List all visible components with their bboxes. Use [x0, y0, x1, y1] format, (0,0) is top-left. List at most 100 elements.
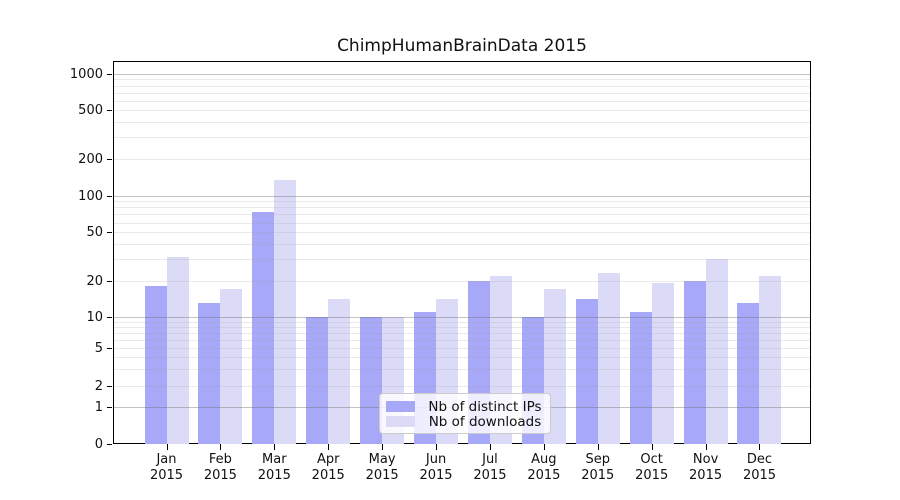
bar-distinct-ips-sep: [575, 299, 598, 444]
x-tick-label-sep: Sep 2015: [581, 452, 615, 483]
gridline-50: [114, 232, 810, 234]
legend: Nb of distinct IPs Nb of downloads: [379, 393, 551, 434]
y-tick-label-0: 0: [94, 437, 103, 452]
gridline-500: [114, 110, 810, 112]
y-tick-200: [107, 158, 112, 160]
bar-distinct-ips-apr: [306, 317, 329, 444]
y-tick-label-10: 10: [86, 310, 103, 326]
x-tick-label-feb: Feb 2015: [203, 452, 237, 483]
y-tick-20: [107, 280, 112, 282]
bar-distinct-ips-jan: [144, 286, 167, 444]
bar-distinct-ips-may: [360, 317, 383, 444]
x-tick-label-jul: Jul 2015: [473, 452, 507, 483]
y-tick-label-2: 2: [94, 379, 103, 394]
gridline-30: [114, 259, 810, 261]
y-tick-5: [107, 348, 112, 349]
gridline-60: [114, 222, 810, 224]
legend-item-distinct-ips: Nb of distinct IPs: [386, 399, 542, 414]
bar-downloads-sep: [597, 273, 620, 444]
gridline-400: [114, 122, 810, 124]
x-tick-label-apr: Apr 2015: [311, 452, 345, 483]
gridline-700: [114, 92, 810, 94]
bar-distinct-ips-dec: [737, 303, 760, 444]
y-tick-label-1000: 1000: [69, 66, 103, 82]
bar-distinct-ips-nov: [683, 280, 706, 444]
x-tick-oct: [651, 444, 653, 450]
bar-downloads-jan: [166, 257, 189, 444]
x-tick-apr: [328, 444, 330, 450]
x-tick-label-mar: Mar 2015: [257, 452, 291, 483]
bar-downloads-apr: [328, 299, 351, 444]
x-tick-dec: [759, 444, 761, 450]
gridline-5: [114, 348, 810, 349]
gridline-6: [114, 339, 810, 341]
gridline-10: [114, 317, 810, 319]
gridline-300: [114, 137, 810, 139]
bar-downloads-mar: [274, 179, 297, 444]
bar-distinct-ips-oct: [629, 312, 652, 444]
gridline-8: [114, 326, 810, 328]
x-tick-mar: [274, 444, 276, 450]
x-tick-label-oct: Oct 2015: [635, 452, 669, 483]
x-tick-jun: [436, 444, 438, 450]
y-tick-50: [107, 232, 112, 234]
gridline-3: [114, 369, 810, 371]
gridline-200: [114, 158, 810, 160]
bar-downloads-dec: [759, 275, 782, 444]
plot-area: Nb of distinct IPs Nb of downloads: [113, 61, 811, 444]
y-tick-0: [107, 444, 112, 445]
x-tick-nov: [705, 444, 707, 450]
y-tick-1000: [107, 73, 112, 75]
y-tick-label-200: 200: [78, 151, 103, 167]
x-tick-jan: [166, 444, 168, 450]
y-tick-label-50: 50: [86, 225, 103, 241]
gridline-100: [114, 195, 810, 197]
x-tick-label-aug: Aug 2015: [527, 452, 561, 483]
y-tick-label-100: 100: [78, 188, 103, 204]
x-tick-label-jan: Jan 2015: [149, 452, 184, 483]
x-tick-feb: [220, 444, 222, 450]
y-tick-label-500: 500: [78, 103, 103, 119]
x-tick-label-may: May 2015: [365, 452, 399, 483]
gridline-600: [114, 100, 810, 102]
y-tick-500: [107, 110, 112, 112]
y-tick-1: [107, 407, 112, 408]
bar-downloads-oct: [651, 283, 674, 444]
x-tick-jul: [489, 444, 491, 450]
bar-distinct-ips-mar: [252, 212, 275, 444]
x-tick-aug: [543, 444, 545, 450]
y-tick-label-20: 20: [86, 273, 103, 289]
legend-swatch-distinct-ips: [386, 401, 415, 412]
bar-downloads-nov: [705, 259, 728, 444]
gridline-4: [114, 357, 810, 359]
x-tick-label-dec: Dec 2015: [742, 452, 777, 483]
y-tick-100: [107, 195, 112, 197]
gridline-40: [114, 243, 810, 245]
bar-downloads-feb: [220, 289, 243, 444]
gridline-1000: [114, 73, 810, 75]
legend-label-distinct-ips: Nb of distinct IPs: [428, 398, 542, 415]
x-tick-label-jun: Jun 2015: [419, 452, 453, 483]
gridline-2: [114, 386, 810, 387]
x-tick-may: [382, 444, 384, 450]
gridline-9: [114, 321, 810, 323]
gridline-7: [114, 332, 810, 334]
y-tick-2: [107, 386, 112, 387]
gridline-900: [114, 79, 810, 81]
gridline-800: [114, 85, 810, 87]
x-tick-sep: [597, 444, 599, 450]
gridline-90: [114, 201, 810, 203]
chart-title: ChimpHumanBrainData 2015: [337, 36, 587, 56]
x-tick-label-nov: Nov 2015: [689, 452, 723, 483]
y-tick-10: [107, 317, 112, 319]
legend-label-downloads: Nb of downloads: [428, 413, 542, 430]
y-tick-label-5: 5: [94, 341, 103, 356]
gridline-20: [114, 280, 810, 282]
y-tick-label-1: 1: [94, 400, 103, 415]
gridline-80: [114, 207, 810, 209]
legend-item-downloads: Nb of downloads: [386, 414, 542, 429]
bar-distinct-ips-feb: [198, 303, 221, 444]
gridline-70: [114, 214, 810, 216]
legend-swatch-downloads: [386, 416, 415, 427]
